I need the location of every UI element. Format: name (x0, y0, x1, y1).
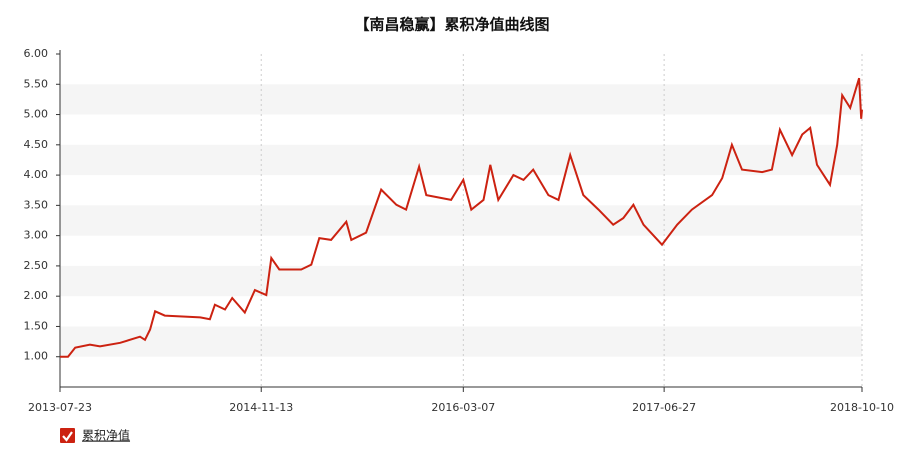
grid-band (60, 84, 862, 115)
grid-band (60, 205, 862, 236)
y-tick-label: 5.00 (24, 108, 49, 121)
legend-checkbox[interactable] (60, 428, 75, 443)
x-tick-label: 2017-06-27 (632, 401, 696, 414)
x-tick-label: 2016-03-07 (431, 401, 495, 414)
y-tick-label: 2.50 (24, 259, 49, 272)
legend-label[interactable]: 累积净值 (82, 428, 130, 443)
x-tick-label: 2018-10-10 (830, 401, 894, 414)
x-tick-label: 2013-07-23 (28, 401, 92, 414)
data-line (60, 77, 863, 358)
y-tick-label: 4.00 (24, 168, 49, 181)
y-tick-label: 2.00 (24, 289, 49, 302)
y-tick-label: 5.50 (24, 77, 49, 90)
chart-title: 【南昌稳赢】累积净值曲线图 (354, 16, 549, 34)
y-tick-label: 4.50 (24, 138, 49, 151)
y-tick-label: 3.50 (24, 198, 49, 211)
y-tick-label: 6.00 (24, 47, 49, 60)
grid-band (60, 265, 862, 297)
x-tick-label: 2014-11-13 (229, 401, 293, 414)
y-tick-label: 1.00 (24, 350, 49, 363)
y-tick-label: 3.00 (24, 229, 49, 242)
grid-band (60, 326, 862, 357)
legend-check (62, 431, 73, 442)
y-tick-label: 1.50 (24, 319, 49, 332)
